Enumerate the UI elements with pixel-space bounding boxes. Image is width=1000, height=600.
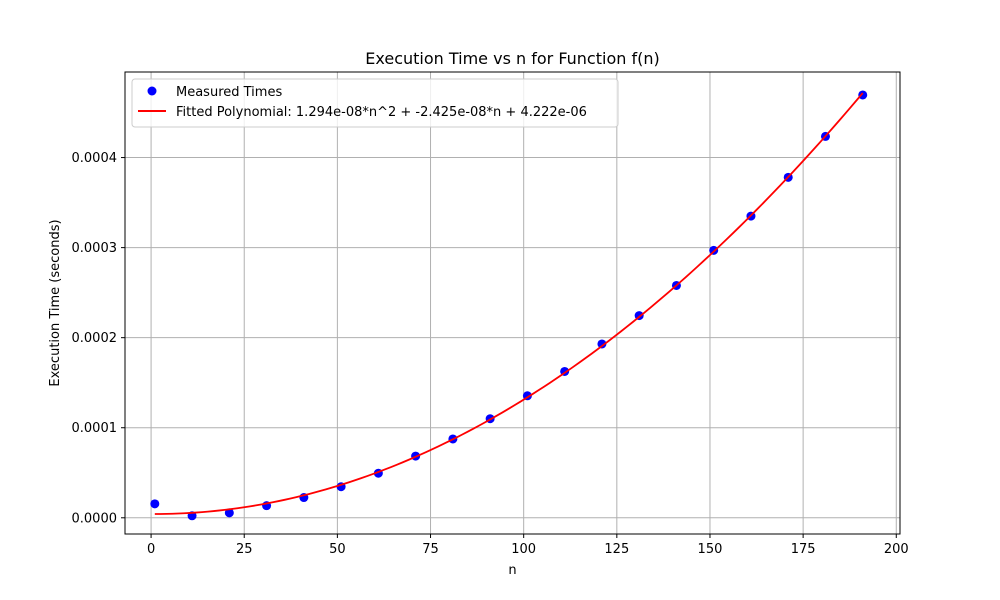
fitted-polynomial-line — [154, 92, 864, 515]
chart-title: Execution Time vs n for Function f(n) — [365, 49, 659, 68]
y-axis-label: Execution Time (seconds) — [48, 219, 63, 386]
y-tick-label: 0.0000 — [72, 511, 118, 526]
x-tick-label: 175 — [791, 542, 816, 557]
y-tick-label: 0.0004 — [72, 151, 118, 166]
data-point — [858, 90, 868, 100]
x-tick-label: 25 — [236, 542, 253, 557]
x-tick-label: 125 — [604, 542, 629, 557]
legend-marker-measured-times — [147, 86, 157, 96]
x-axis-label: n — [508, 563, 516, 578]
plot-frame — [124, 71, 901, 535]
x-tick-label: 0 — [147, 542, 155, 557]
x-tick-label: 50 — [329, 542, 346, 557]
x-tick-label: 100 — [511, 542, 536, 557]
y-tick-label: 0.0001 — [72, 421, 118, 436]
y-tick-label: 0.0002 — [72, 331, 118, 346]
x-tick-label: 200 — [884, 542, 909, 557]
plot-area — [150, 90, 868, 521]
x-tick-label: 150 — [698, 542, 723, 557]
y-tick-label: 0.0003 — [72, 241, 118, 256]
legend-label-measured-times: Measured Times — [176, 85, 282, 100]
data-point — [224, 508, 234, 518]
data-point — [597, 339, 607, 349]
legend-label-fitted-polynomial: Fitted Polynomial: 1.294e-08*n^2 + -2.42… — [176, 105, 587, 120]
legend: Measured Times Fitted Polynomial: 1.294e… — [131, 78, 619, 128]
x-tick-label: 75 — [422, 542, 439, 557]
grid — [125, 72, 900, 534]
data-point — [150, 499, 160, 509]
legend-box — [131, 78, 619, 128]
axis-ticks: 0 25 50 75 100 125 150 175 200 0.0000 0.0001 0.0002… — [72, 151, 909, 557]
